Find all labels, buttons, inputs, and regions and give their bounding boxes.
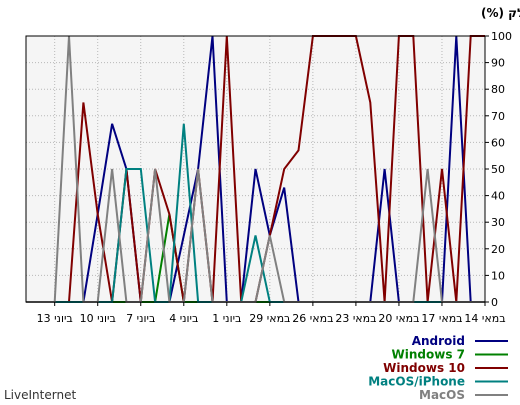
x-tick-label: 17 במאי (421, 312, 462, 325)
y-tick-label: 50 (491, 163, 505, 176)
y-tick-label: 60 (491, 136, 505, 149)
legend-label: Windows 10 (383, 361, 465, 375)
x-tick-label: 13 ביוני (37, 312, 73, 325)
x-tick-label: 10 ביוני (80, 312, 116, 325)
y-tick-label: 0 (491, 296, 498, 309)
x-tick-label: 26 במאי (292, 312, 333, 325)
y-axis-ticks: 0 10 20 30 40 50 60 70 80 90 100 (485, 30, 512, 309)
y-tick-label: 10 (491, 269, 505, 282)
x-tick-label: 1 ביוני (212, 312, 241, 325)
x-tick-label: 14 במאי (464, 312, 505, 325)
y-tick-label: 70 (491, 110, 505, 123)
y-tick-label: 40 (491, 190, 505, 203)
y-tick-label: 80 (491, 83, 505, 96)
y-tick-label: 100 (491, 30, 512, 43)
x-tick-label: 4 ביוני (169, 312, 198, 325)
legend-label: Windows 7 (392, 348, 465, 362)
legend-label: MacOS (419, 388, 465, 402)
x-tick-label: 7 ביוני (126, 312, 155, 325)
legend-label: Android (412, 334, 465, 348)
legend-label: MacOS/iPhone (368, 375, 465, 389)
y-axis-title: (%) חלק (481, 6, 520, 20)
y-tick-label: 90 (491, 57, 505, 70)
x-tick-label: 23 במאי (335, 312, 376, 325)
x-tick-label: 29 במאי (249, 312, 290, 325)
y-tick-label: 30 (491, 216, 505, 229)
y-tick-label: 20 (491, 243, 505, 256)
footer-brand: LiveInternet (4, 388, 76, 402)
x-tick-label: 20 במאי (378, 312, 419, 325)
